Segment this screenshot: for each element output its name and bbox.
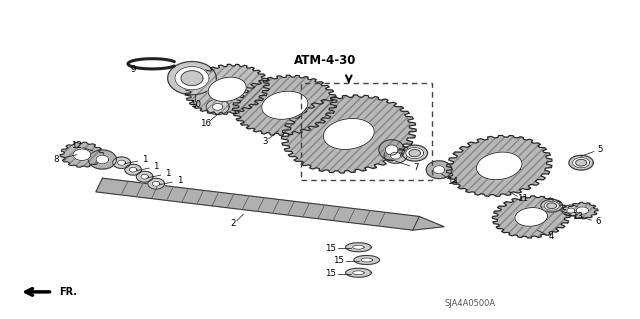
Text: 9: 9 <box>131 65 136 74</box>
Text: 15: 15 <box>324 269 336 278</box>
Text: 13: 13 <box>572 212 582 221</box>
Polygon shape <box>96 178 419 230</box>
Polygon shape <box>206 99 229 115</box>
Polygon shape <box>413 217 444 230</box>
Polygon shape <box>353 271 364 275</box>
Polygon shape <box>446 136 552 196</box>
Polygon shape <box>541 199 563 212</box>
Text: 1: 1 <box>177 176 182 185</box>
Text: 10: 10 <box>189 100 201 109</box>
Polygon shape <box>148 178 164 189</box>
Polygon shape <box>544 201 559 210</box>
Polygon shape <box>390 152 401 159</box>
Bar <box>301 83 432 180</box>
Polygon shape <box>575 160 587 166</box>
Polygon shape <box>361 258 372 262</box>
Polygon shape <box>185 64 269 114</box>
Polygon shape <box>125 164 141 175</box>
Polygon shape <box>152 181 160 186</box>
Polygon shape <box>96 155 109 164</box>
Polygon shape <box>354 256 380 264</box>
Text: 16: 16 <box>200 119 211 128</box>
Polygon shape <box>323 118 374 150</box>
Text: 14: 14 <box>447 177 458 186</box>
Polygon shape <box>168 62 216 95</box>
Text: 1: 1 <box>165 169 170 178</box>
Text: 3: 3 <box>262 137 268 146</box>
Text: SJA4A0500A: SJA4A0500A <box>445 299 496 308</box>
Polygon shape <box>577 207 589 214</box>
Polygon shape <box>433 166 445 174</box>
Polygon shape <box>353 245 364 249</box>
Polygon shape <box>346 243 371 252</box>
Text: FR.: FR. <box>59 287 77 297</box>
Polygon shape <box>406 148 424 159</box>
Polygon shape <box>181 71 203 85</box>
Text: 15: 15 <box>324 244 336 253</box>
Polygon shape <box>384 148 407 163</box>
Polygon shape <box>547 203 557 209</box>
Polygon shape <box>262 91 308 119</box>
Text: 11: 11 <box>516 194 527 203</box>
Polygon shape <box>426 161 452 179</box>
Polygon shape <box>402 145 428 161</box>
Text: 6: 6 <box>595 217 600 226</box>
Polygon shape <box>232 75 337 135</box>
Polygon shape <box>379 140 404 160</box>
Text: 7: 7 <box>413 163 419 172</box>
Polygon shape <box>141 174 148 179</box>
Polygon shape <box>409 150 420 157</box>
Polygon shape <box>346 268 371 277</box>
Text: 1: 1 <box>154 162 159 171</box>
Polygon shape <box>567 208 575 213</box>
Polygon shape <box>88 150 116 169</box>
Text: 8: 8 <box>53 155 58 164</box>
Text: ATM-4-30: ATM-4-30 <box>294 54 356 67</box>
Polygon shape <box>208 77 246 101</box>
Polygon shape <box>73 149 91 160</box>
Polygon shape <box>476 152 522 180</box>
Text: 15: 15 <box>333 256 344 265</box>
Text: 2: 2 <box>230 219 236 228</box>
Polygon shape <box>573 158 589 168</box>
Polygon shape <box>175 67 209 90</box>
Polygon shape <box>492 196 570 238</box>
Polygon shape <box>569 155 593 170</box>
Polygon shape <box>282 95 416 173</box>
Text: 1: 1 <box>142 155 147 164</box>
Polygon shape <box>118 160 125 165</box>
Polygon shape <box>60 142 104 167</box>
Polygon shape <box>515 208 547 226</box>
Text: 5: 5 <box>597 145 603 154</box>
Text: 4: 4 <box>548 232 554 241</box>
Polygon shape <box>385 145 398 155</box>
Polygon shape <box>136 171 153 182</box>
Polygon shape <box>567 202 598 219</box>
Polygon shape <box>129 167 137 172</box>
Polygon shape <box>562 205 580 216</box>
Polygon shape <box>212 103 223 110</box>
Text: 12: 12 <box>71 141 83 151</box>
Polygon shape <box>113 157 131 168</box>
